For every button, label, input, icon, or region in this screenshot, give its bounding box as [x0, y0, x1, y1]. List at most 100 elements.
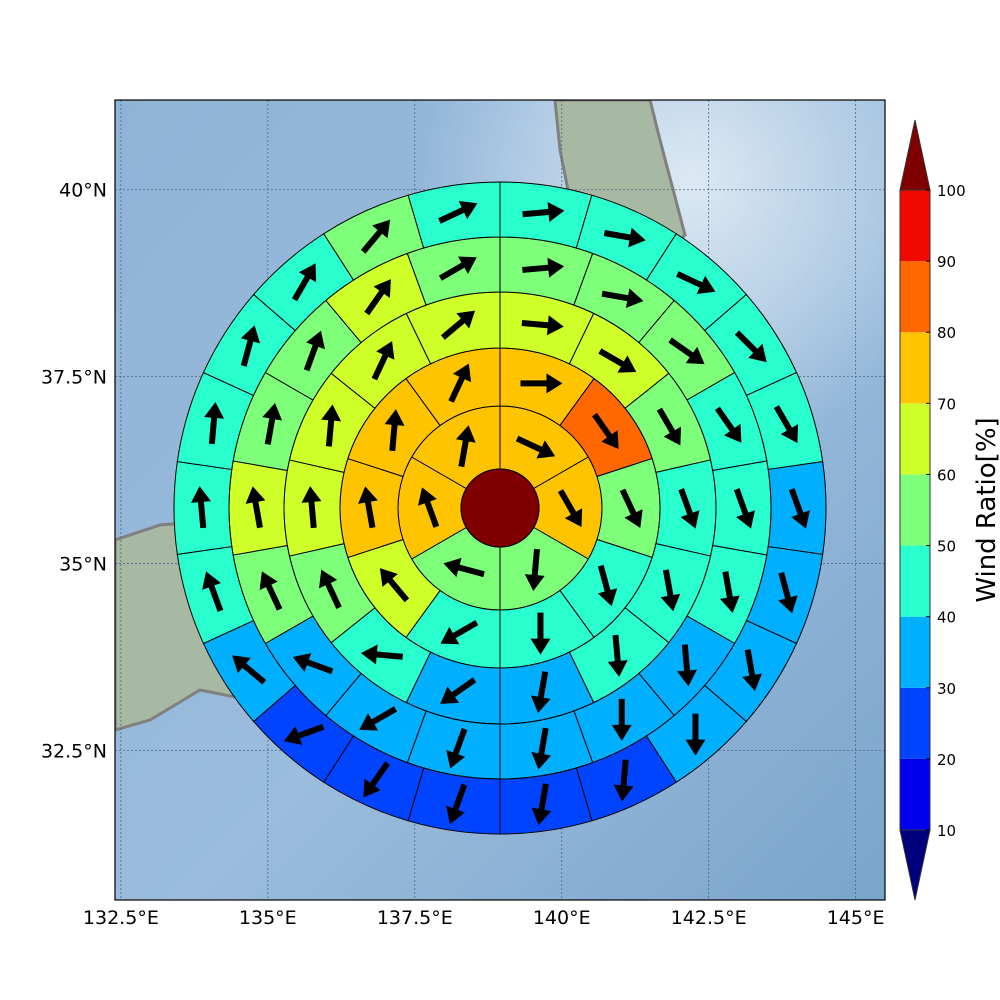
arrow-icon — [520, 373, 563, 394]
ring-sectors — [173, 181, 827, 835]
wind-arrow — [733, 488, 755, 529]
colorbar-tick-label: 80 — [937, 324, 956, 342]
arrow-icon — [733, 488, 755, 529]
arrow-icon — [440, 619, 479, 645]
colorbar-tick-label: 40 — [937, 609, 956, 627]
wind-arrow — [363, 761, 390, 798]
arrow-icon — [660, 569, 681, 612]
wind-arrow — [515, 435, 556, 459]
wind-arrow — [358, 486, 378, 529]
wind-arrow — [601, 288, 644, 309]
center-circle — [460, 468, 540, 548]
wind-arrows — [191, 200, 810, 826]
colorbar-tick-label: 10 — [937, 822, 956, 840]
colorbar-segment — [900, 474, 930, 546]
arrow-icon — [204, 401, 225, 445]
wind-arrow — [291, 263, 317, 302]
arrow-icon — [515, 435, 556, 459]
wind-arrow — [371, 341, 395, 381]
wind-arrow — [611, 698, 632, 741]
arrow-icon — [592, 412, 619, 450]
map-panel — [115, 100, 885, 900]
colorbar-segment — [900, 190, 930, 262]
wind-arrow — [232, 655, 267, 685]
arrow-icon — [522, 202, 565, 222]
wind-arrow — [613, 759, 634, 802]
arrow-icon — [443, 557, 485, 578]
arrow-icon — [301, 486, 322, 529]
wind-arrow — [742, 649, 763, 692]
colorbar-segment — [900, 545, 930, 617]
wind-arrow — [678, 488, 700, 529]
wind-arrow — [714, 406, 742, 443]
wind-arrow — [418, 487, 440, 528]
arrow-icon — [619, 488, 643, 528]
x-tick-label: 142.5°E — [671, 907, 747, 929]
arrow-icon — [734, 330, 767, 363]
colorbar-tick-label: 50 — [937, 538, 956, 556]
arrow-icon — [384, 409, 405, 452]
arrow-icon — [440, 310, 476, 340]
wind-arrow — [191, 486, 211, 529]
arrow-icon — [524, 548, 545, 591]
wind-arrow — [440, 310, 476, 340]
wind-arrow — [360, 219, 391, 254]
arrow-icon — [530, 612, 551, 655]
wind-arrow — [685, 713, 706, 756]
colorbar-tick-label: 20 — [937, 751, 956, 769]
colorbar-tick-label: 100 — [937, 182, 966, 200]
colorbar-under-triangle — [899, 829, 931, 901]
arrow-icon — [360, 219, 391, 254]
wind-arrow — [720, 571, 740, 613]
wind-arrow — [359, 706, 398, 731]
arrow-icon — [291, 263, 317, 302]
colorbar-tick-label: 60 — [937, 466, 956, 484]
wind-arrow — [446, 727, 468, 769]
colorbar-tick-label: 90 — [937, 253, 956, 271]
wind-arrow — [443, 557, 485, 578]
colorbar: 10 20 30 40 50 60 70 80 90 100 — [899, 119, 966, 901]
colorbar-tick-label: 70 — [937, 395, 956, 413]
wind-arrow — [778, 572, 798, 614]
wind-arrow — [607, 634, 628, 677]
wind-arrow — [788, 488, 810, 529]
arrow-icon — [359, 706, 398, 731]
arrow-icon — [601, 288, 644, 309]
arrow-icon — [303, 330, 325, 372]
wind-arrow — [440, 677, 477, 704]
wind-arrow — [446, 783, 468, 825]
arrow-icon — [668, 337, 705, 365]
arrow-icon — [438, 256, 477, 281]
wind-arrow — [521, 315, 564, 336]
arrow-icon — [446, 783, 468, 825]
wind-arrow — [283, 723, 325, 746]
wind-arrow — [321, 404, 342, 447]
arrow-icon — [677, 644, 698, 687]
arrow-icon — [531, 727, 552, 770]
arrow-icon — [448, 363, 472, 403]
arrow-icon — [379, 568, 410, 603]
y-tick-label: 35°N — [59, 554, 107, 576]
arrow-icon — [611, 698, 632, 741]
arrow-icon — [259, 571, 283, 611]
arrow-icon — [360, 644, 403, 665]
x-tick-label: 140°E — [533, 907, 591, 929]
arrow-icon — [773, 405, 799, 443]
map-frame — [114, 99, 886, 901]
arrow-icon — [363, 761, 390, 798]
wind-arrow — [319, 569, 342, 609]
colorbar-segment — [900, 687, 930, 759]
wind-arrow — [597, 564, 618, 607]
wind-arrow — [455, 425, 476, 468]
arrow-icon — [656, 407, 682, 446]
colorbar-over-triangle — [899, 119, 931, 191]
arrow-icon — [597, 564, 618, 607]
x-tick-label: 132.5°E — [83, 907, 159, 929]
wind-arrow — [259, 571, 283, 611]
wind-arrow — [660, 569, 681, 612]
x-tick-label: 137.5°E — [377, 907, 453, 929]
arrow-icon — [598, 348, 637, 373]
wind-arrow — [530, 671, 551, 713]
arrow-icon — [202, 571, 224, 612]
